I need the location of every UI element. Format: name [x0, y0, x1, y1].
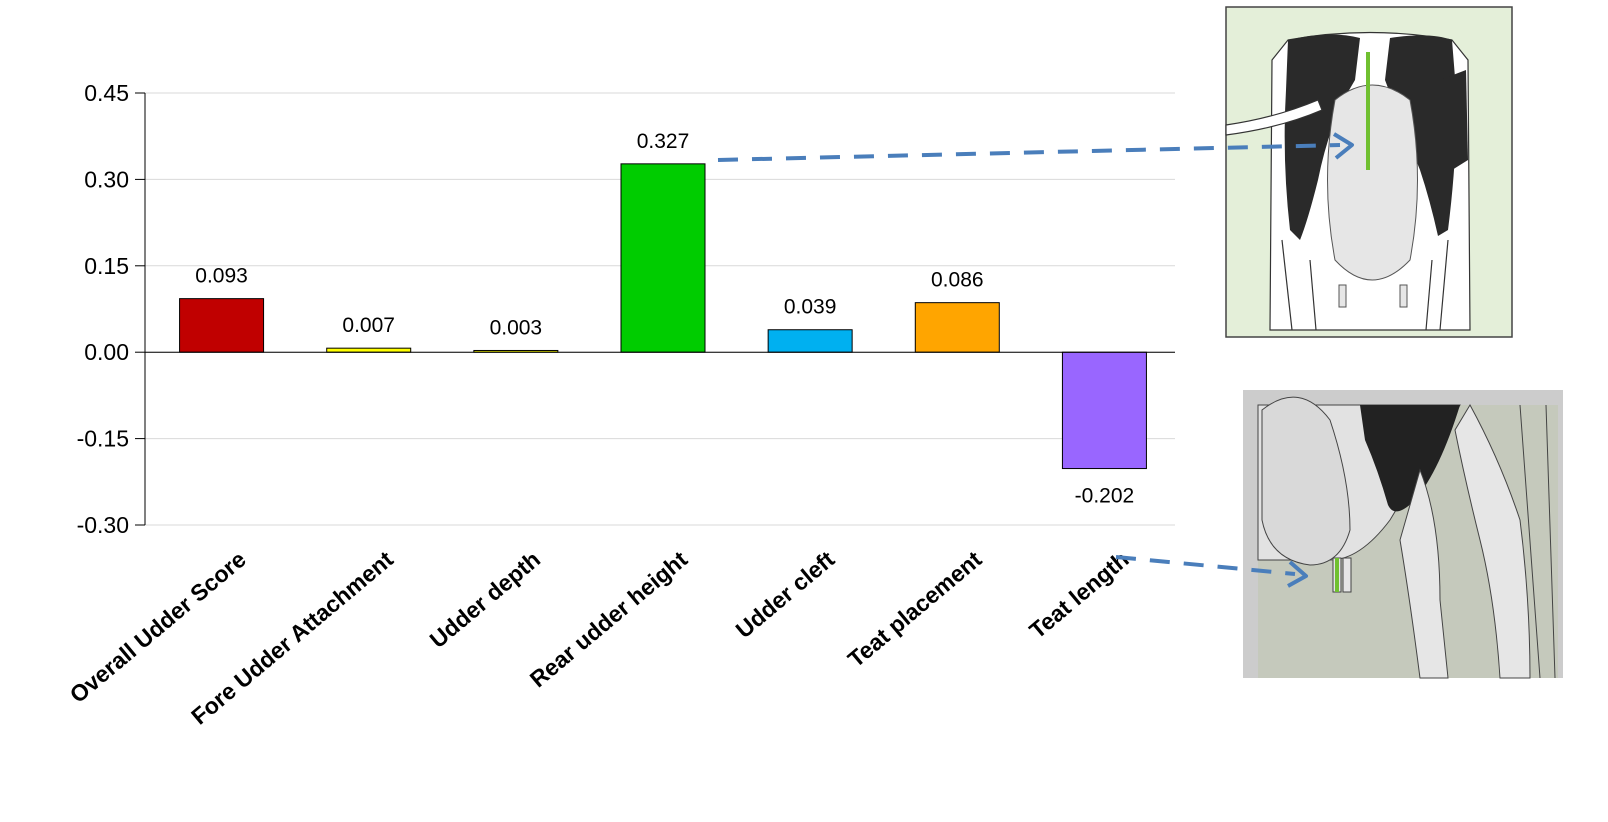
bar	[620, 163, 706, 353]
data-label: 0.086	[931, 269, 984, 292]
bar	[179, 298, 265, 353]
category-label: Udder cleft	[731, 546, 840, 643]
data-label: 0.003	[490, 316, 543, 339]
arrowhead-rear-udder-height	[1332, 132, 1354, 160]
bar	[1061, 351, 1147, 470]
y-tick-label: 0.00	[84, 339, 129, 365]
cow-side-teat-illustration	[1243, 390, 1563, 679]
data-label: 0.093	[195, 265, 248, 288]
y-tick-label: -0.30	[77, 512, 129, 538]
category-label: Rear udder height	[525, 546, 693, 693]
y-tick-label: -0.15	[77, 426, 129, 452]
bar	[914, 302, 1000, 353]
y-tick-label: 0.15	[84, 253, 129, 279]
y-axis: 0.45 0.30 0.15 0.00 -0.15 -0.30	[77, 80, 1175, 538]
data-label: 0.039	[784, 296, 837, 319]
bars	[179, 163, 1147, 470]
bar	[326, 347, 412, 353]
arrow-teat-length	[1115, 555, 1296, 576]
data-label: -0.202	[1075, 485, 1135, 508]
arrow-rear-udder-height	[717, 143, 1341, 162]
category-label: Udder depth	[425, 546, 545, 653]
annotation-arrows	[717, 132, 1354, 588]
data-label: 0.007	[342, 314, 395, 337]
cow-rear-view-illustration	[1225, 6, 1513, 338]
arrowhead-teat-length	[1287, 560, 1308, 588]
category-label: Teat placement	[843, 546, 987, 673]
bar	[767, 329, 853, 353]
data-labels: 0.093 0.007 0.003 0.327 0.039 0.086 -0.202	[195, 130, 1134, 508]
data-label: 0.327	[637, 130, 690, 153]
y-tick-label: 0.30	[84, 166, 129, 192]
category-label: Teat length	[1024, 546, 1133, 644]
y-tick-label: 0.45	[84, 80, 129, 106]
